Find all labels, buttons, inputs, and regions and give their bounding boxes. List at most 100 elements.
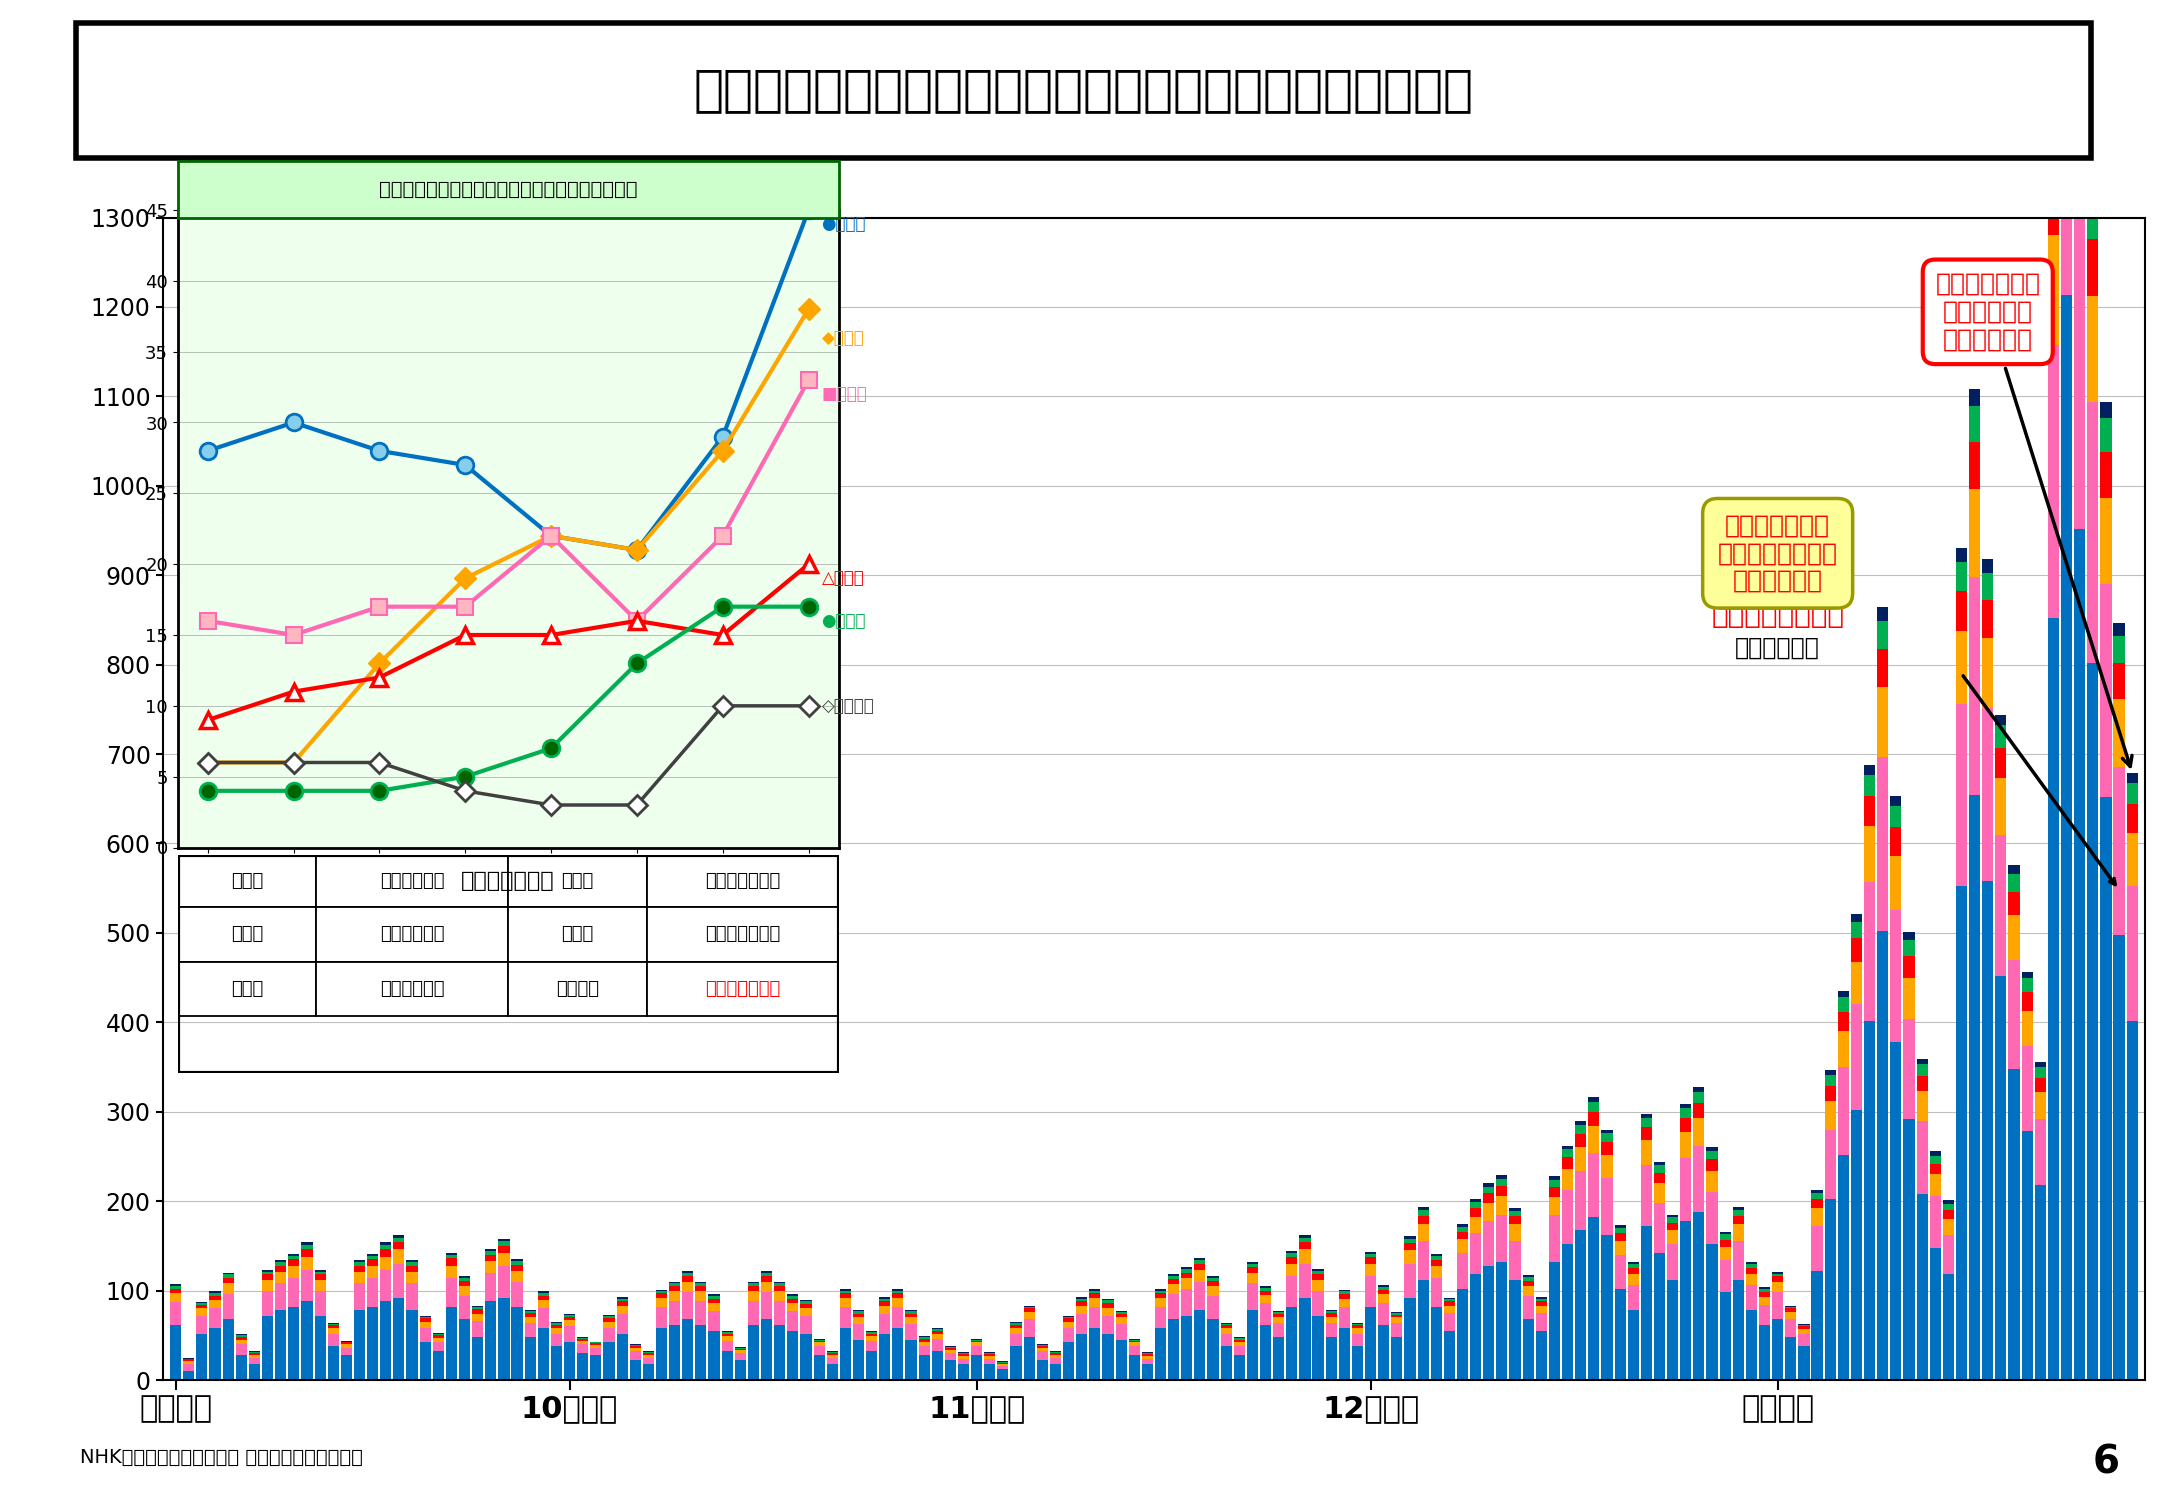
Bar (1326, 1311, 1337, 1312)
Bar (1090, 1290, 1101, 1293)
Bar (1497, 1196, 1508, 1215)
Bar (2048, 345, 2059, 618)
Bar (709, 1296, 719, 1299)
Bar (1036, 1346, 1049, 1348)
Bar (1721, 1239, 1731, 1246)
Bar (1640, 1226, 1651, 1380)
Bar (670, 1281, 680, 1284)
Bar (446, 1256, 457, 1258)
Bar (1391, 1323, 1402, 1336)
Bar (1194, 1311, 1205, 1380)
Bar (1497, 1262, 1508, 1380)
Bar (314, 1280, 325, 1290)
Bar (169, 1324, 182, 1380)
Bar (1773, 1318, 1783, 1380)
Bar (507, 855, 648, 907)
Bar (1562, 1146, 1573, 1149)
Bar (1944, 1220, 1955, 1234)
Bar (576, 1344, 587, 1353)
Bar (984, 1364, 995, 1380)
Bar (1090, 1298, 1101, 1306)
Bar (1760, 1288, 1770, 1293)
Bar (2035, 1062, 2046, 1066)
Bar (722, 1334, 732, 1336)
Bar (1640, 1126, 1651, 1140)
Bar (1734, 1210, 1744, 1216)
Bar (1890, 1042, 1900, 1380)
Bar (826, 1353, 839, 1354)
Bar (2022, 972, 2033, 978)
Bar (1929, 1196, 1942, 1248)
Bar (984, 1356, 995, 1359)
Bar (1640, 1118, 1651, 1126)
Bar (631, 1348, 641, 1352)
Bar (1378, 1304, 1389, 1324)
Bar (1627, 1286, 1638, 1311)
Bar (880, 1314, 891, 1334)
Bar (867, 1352, 878, 1380)
Bar (1692, 1092, 1705, 1102)
Bar (1287, 1263, 1298, 1276)
Bar (1417, 1210, 1428, 1216)
Bar (1194, 1270, 1205, 1281)
Bar (1786, 1312, 1796, 1318)
Bar (288, 1306, 299, 1380)
Bar (379, 1250, 392, 1257)
Bar (670, 1324, 680, 1380)
Bar (327, 1323, 338, 1326)
Bar (657, 1328, 667, 1380)
Bar (1944, 1200, 1955, 1204)
Bar (1116, 1314, 1127, 1317)
Bar (945, 1350, 956, 1353)
Bar (1523, 1318, 1534, 1380)
Bar (2009, 874, 2020, 891)
Bar (1627, 1263, 1638, 1268)
Bar (1287, 1251, 1298, 1252)
Bar (1220, 1323, 1231, 1326)
Bar (2087, 296, 2098, 402)
Bar (1352, 1328, 1363, 1334)
Bar (1272, 1323, 1285, 1336)
Bar (1970, 388, 1981, 406)
Bar (1903, 940, 1916, 956)
Bar (774, 1324, 784, 1380)
Bar (761, 1270, 771, 1272)
Bar (787, 1330, 797, 1380)
Bar (1679, 1158, 1690, 1221)
Bar (1287, 1306, 1298, 1380)
Bar (1773, 1274, 1783, 1276)
Bar (1300, 1250, 1311, 1263)
Bar (932, 1334, 943, 1340)
Bar (1430, 1254, 1441, 1256)
Bar (485, 1272, 496, 1302)
Bar (984, 1354, 995, 1356)
Bar (2022, 992, 2033, 1011)
Bar (722, 1341, 732, 1352)
Bar (340, 1344, 351, 1348)
Text: １／　８（金）: １／ ８（金） (704, 871, 780, 889)
Text: 直近１週間の人口１０万人当たりの陽性者数推移: 直近１週間の人口１０万人当たりの陽性者数推移 (379, 180, 637, 198)
Bar (787, 1304, 797, 1311)
Bar (524, 1317, 535, 1323)
Text: 滋賀県: 滋賀県 (561, 926, 594, 944)
Bar (1116, 1323, 1127, 1340)
Bar (1799, 1324, 1809, 1326)
Text: 関西２府４県における新規陽性者数の推移（日・府県別）: 関西２府４県における新規陽性者数の推移（日・府県別） (693, 66, 1474, 114)
Bar (2087, 176, 2098, 196)
Bar (550, 1346, 561, 1380)
Bar (748, 1292, 758, 1302)
Bar (2048, 112, 2059, 132)
Bar (2048, 236, 2059, 345)
Bar (1181, 1272, 1192, 1278)
Bar (735, 1360, 745, 1380)
Bar (1970, 442, 1981, 489)
Bar (1890, 796, 1900, 806)
Bar (275, 1311, 286, 1380)
Bar (1957, 562, 1968, 591)
Bar (1142, 1354, 1153, 1356)
Bar (446, 1266, 457, 1278)
Bar (316, 855, 507, 907)
Bar (787, 1299, 797, 1304)
Bar (826, 1358, 839, 1364)
Bar (1339, 1299, 1350, 1306)
